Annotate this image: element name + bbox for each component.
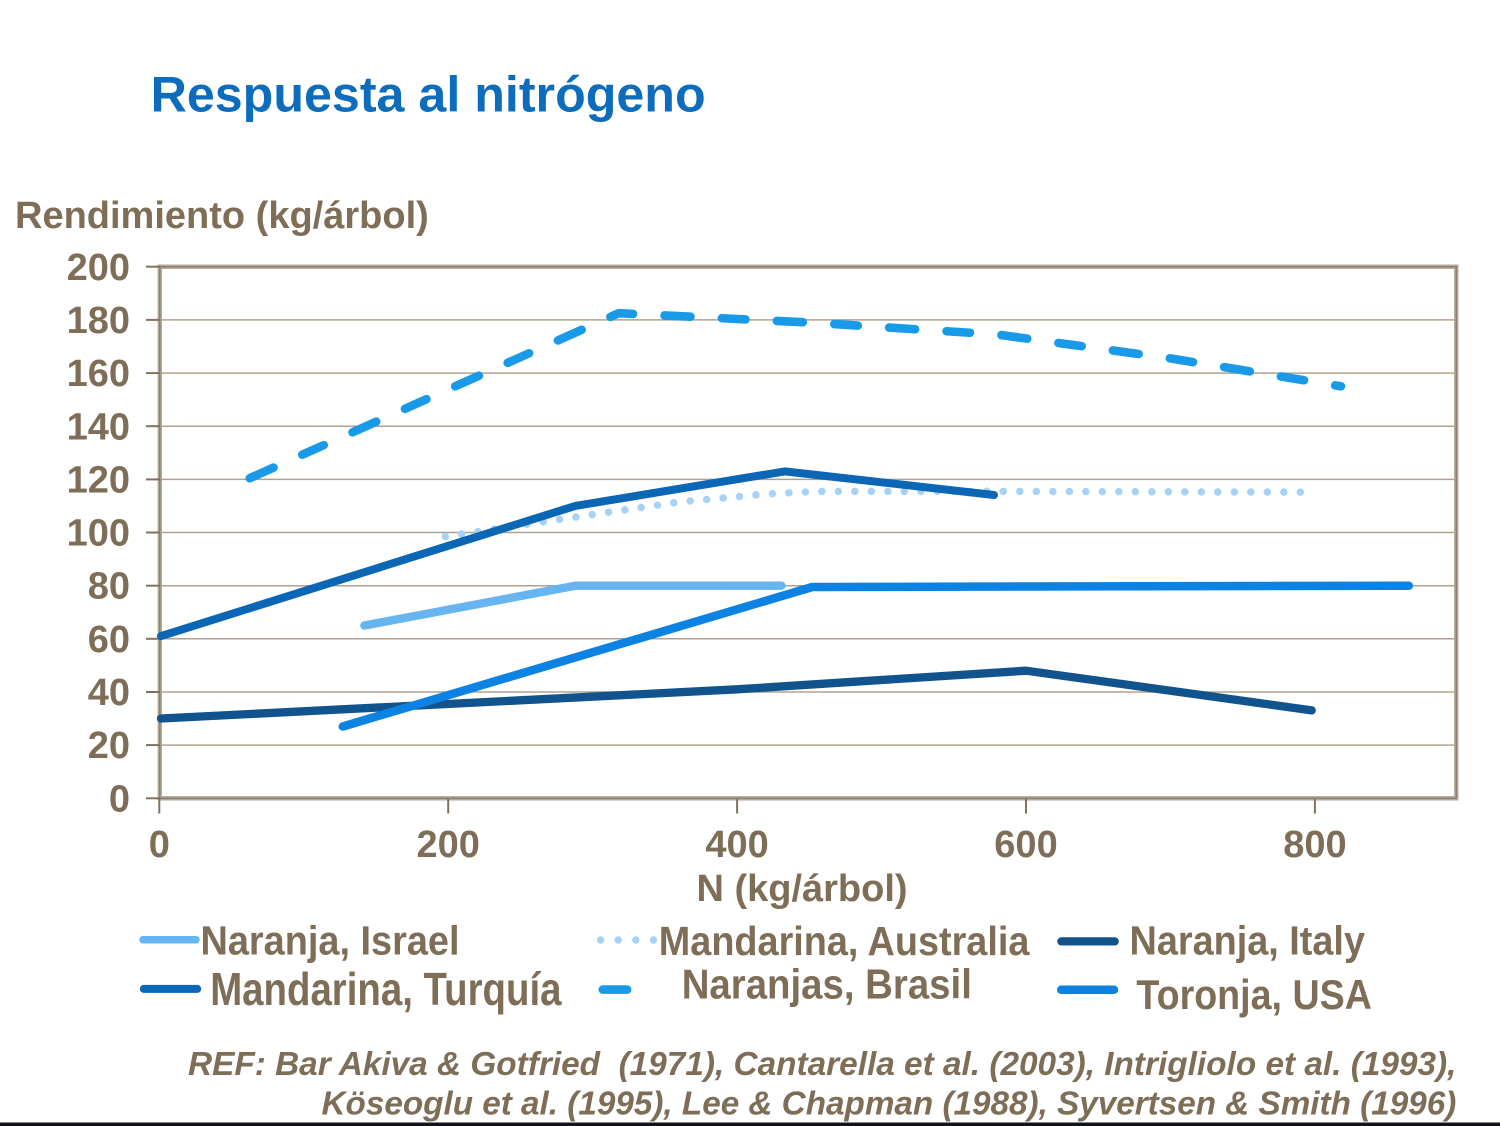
svg-text:Respuesta al nitrógeno: Respuesta al nitrógeno	[151, 67, 706, 123]
svg-text:80: 80	[88, 566, 130, 608]
svg-text:200: 200	[416, 824, 479, 866]
svg-text:Rendimiento (kg/árbol): Rendimiento (kg/árbol)	[15, 195, 429, 237]
svg-text:Mandarina, Australia: Mandarina, Australia	[659, 919, 1031, 965]
svg-text:0: 0	[109, 778, 130, 820]
svg-text:REF: Bar Akiva & Gotfried (19: REF: Bar Akiva & Gotfried (1971), Cantar…	[188, 1046, 1456, 1083]
svg-text:200: 200	[67, 247, 130, 289]
svg-text:180: 180	[67, 300, 130, 342]
svg-text:0: 0	[149, 824, 170, 866]
svg-text:140: 140	[67, 406, 130, 448]
svg-text:Mandarina, Turquía: Mandarina, Turquía	[210, 964, 562, 1015]
svg-text:N (kg/árbol): N (kg/árbol)	[696, 868, 907, 910]
svg-text:400: 400	[705, 824, 768, 866]
svg-text:Naranjas, Brasil: Naranjas, Brasil	[682, 962, 972, 1008]
svg-text:20: 20	[88, 725, 130, 767]
svg-text:160: 160	[67, 353, 130, 395]
svg-text:800: 800	[1283, 824, 1346, 866]
svg-text:Naranja, Italy: Naranja, Italy	[1130, 918, 1366, 964]
svg-text:Toronja, USA: Toronja, USA	[1136, 972, 1371, 1018]
svg-text:100: 100	[67, 513, 130, 555]
svg-text:120: 120	[67, 459, 130, 501]
svg-text:600: 600	[994, 824, 1057, 866]
svg-text:Naranja, Israel: Naranja, Israel	[201, 918, 460, 964]
svg-text:60: 60	[88, 619, 130, 661]
svg-text:40: 40	[88, 672, 130, 714]
svg-text:Köseoglu et al. (1995), Lee &: Köseoglu et al. (1995), Lee & Chapman (1…	[322, 1086, 1457, 1123]
